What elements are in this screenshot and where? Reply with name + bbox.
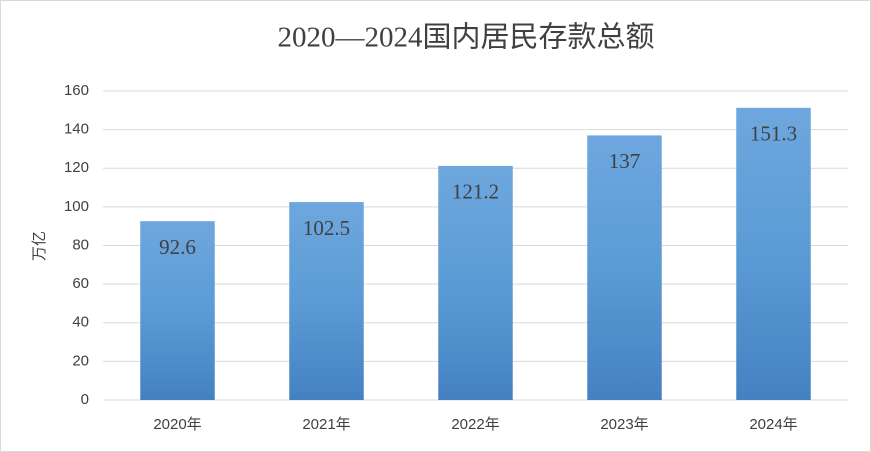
y-tick-label: 80 (72, 236, 89, 253)
bar (587, 135, 662, 400)
x-tick-label: 2024年 (749, 416, 797, 433)
x-tick-label: 2020年 (153, 416, 201, 433)
bar (140, 221, 215, 400)
y-tick-label: 120 (64, 159, 89, 176)
data-label: 151.3 (750, 122, 797, 146)
y-tick-label: 140 (64, 121, 89, 138)
bar (289, 202, 364, 400)
y-axis-label: 万亿 (31, 231, 48, 261)
data-label: 102.5 (303, 216, 350, 240)
data-label: 137 (609, 149, 641, 173)
bar (438, 165, 513, 400)
bar (736, 107, 811, 400)
chart-title: 2020—2024国内居民存款总额 (277, 21, 654, 54)
y-tick-label: 100 (64, 198, 89, 215)
x-tick-label: 2021年 (302, 416, 350, 433)
y-tick-label: 0 (81, 391, 89, 408)
x-tick-label: 2023年 (600, 416, 648, 433)
y-tick-label: 60 (72, 275, 89, 292)
y-tick-label: 160 (64, 82, 89, 99)
y-tick-label: 20 (72, 352, 89, 369)
y-tick-label: 40 (72, 314, 89, 331)
x-tick-label: 2022年 (451, 416, 499, 433)
data-label: 92.6 (159, 235, 196, 259)
data-label: 121.2 (452, 180, 499, 204)
